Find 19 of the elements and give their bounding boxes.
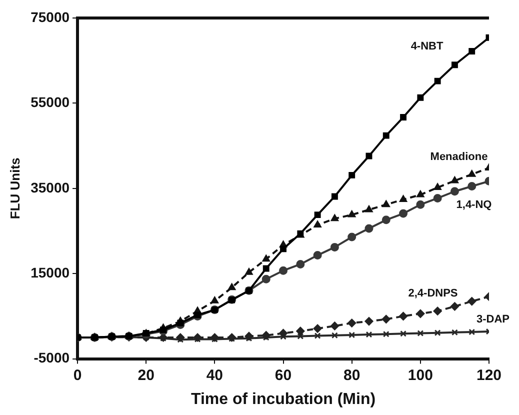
- y-tick-label: 35000: [30, 179, 70, 196]
- x-tick-label: 40: [206, 366, 224, 384]
- series-label: Menadione: [430, 150, 488, 163]
- y-tick-label: 15000: [30, 264, 70, 280]
- x-axis-title: Time of incubation (Min): [190, 390, 376, 408]
- series-label: 4-NBT: [410, 40, 444, 53]
- series-label: 1,4-NQ: [456, 199, 492, 212]
- x-tick-label: 60: [274, 366, 292, 384]
- y-tick-label: 55000: [30, 94, 70, 110]
- x-tick-label: 20: [138, 366, 154, 384]
- x-tick-label: 120: [476, 366, 502, 384]
- x-tick-label: 0: [73, 366, 82, 384]
- y-tick-label: 75000: [30, 8, 70, 25]
- x-tick-label: 80: [344, 366, 360, 384]
- series-label: 3-DAP: [476, 314, 510, 326]
- x-tick-label: 100: [408, 366, 433, 384]
- y-tick-label: -5000: [34, 350, 70, 366]
- y-axis-title: FLU Units: [7, 158, 22, 220]
- series-label: 2,4-DNPS: [408, 288, 458, 300]
